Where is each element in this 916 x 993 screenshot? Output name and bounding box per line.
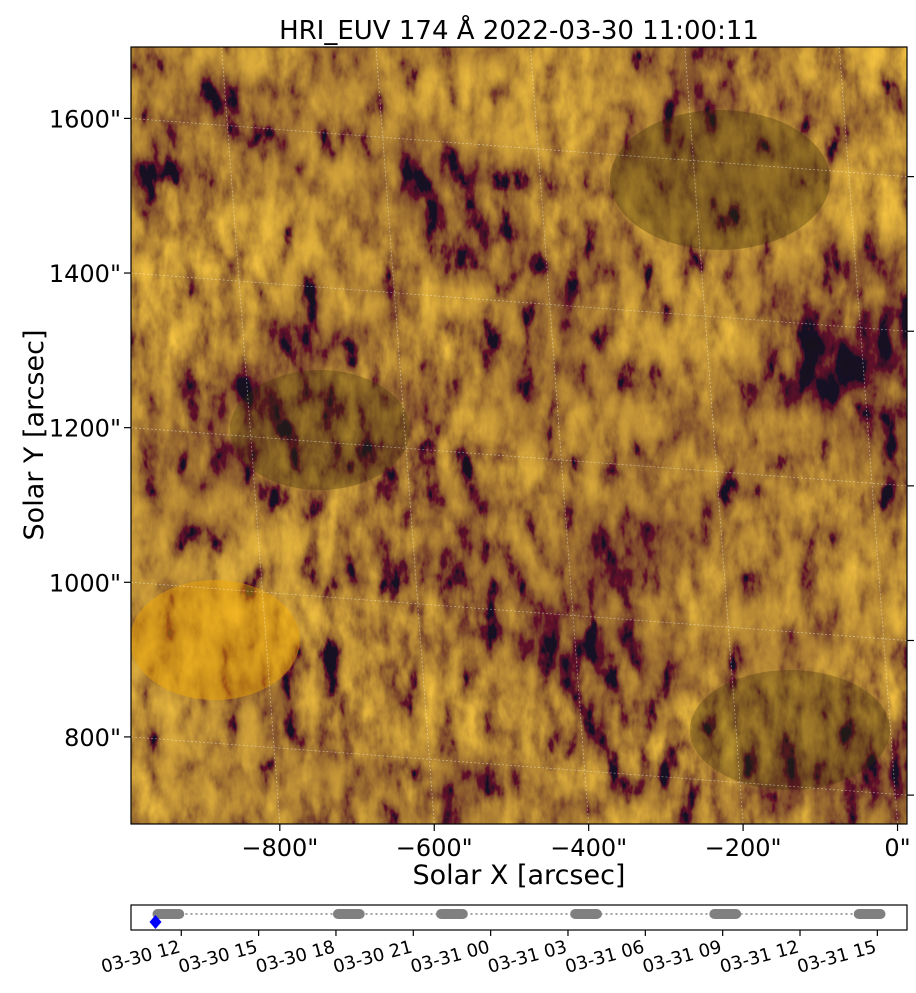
x-tick-label: −600" [396, 834, 473, 862]
timeline-tick-label: 03-30 15 [176, 937, 260, 978]
timeline-frame [130, 904, 908, 931]
map-frame [130, 46, 908, 825]
dark-region [610, 110, 830, 250]
current-frame-marker [149, 915, 162, 929]
timeline-tick-label: 03-31 03 [486, 937, 570, 978]
map-title: HRI_EUV 174 Å 2022-03-30 11:00:11 [279, 14, 759, 46]
map-ticks: −800" −600" −400" −200" 0" 800" 1000" 1200" 1400… [49, 105, 914, 862]
y-gridline [131, 272, 907, 332]
dark-region [230, 370, 410, 490]
y-axis-label: Solar Y [arcsec] [19, 330, 50, 541]
x-gridline [684, 47, 744, 824]
timeline-tick-label: 03-31 09 [640, 937, 724, 978]
y-gridline [131, 118, 907, 178]
observation-block [570, 909, 602, 919]
y-tick-label: 1200" [49, 415, 121, 443]
timeline-tick-label: 03-31 12 [718, 937, 802, 978]
timeline-tick-label: 03-30 12 [99, 937, 183, 978]
y-gridline [131, 581, 907, 641]
x-gridline [530, 47, 590, 824]
timeline-tick-label: 03-31 00 [408, 937, 492, 978]
y-tick-label: 1400" [49, 260, 121, 288]
y-tick-label: 1600" [49, 105, 121, 133]
coordinate-grid [131, 47, 907, 824]
y-gridline [131, 427, 907, 487]
x-tick-label: −800" [241, 834, 318, 862]
observation-block [332, 909, 365, 919]
timeline-tick-label: 03-30 18 [254, 937, 338, 978]
x-axis-label: Solar X [arcsec] [413, 860, 626, 891]
y-tick-label: 1000" [49, 569, 121, 597]
x-tick-label: −200" [705, 834, 782, 862]
x-gridline [838, 47, 898, 824]
x-tick-label: 0" [884, 834, 910, 862]
timeline-tick-label: 03-31 06 [563, 937, 647, 978]
x-gridline [221, 47, 281, 824]
timeline-tick-label: 03-31 15 [795, 937, 879, 978]
y-tick-label: 800" [64, 724, 121, 752]
observation-block [709, 909, 742, 919]
x-gridline [375, 47, 435, 824]
map-texture [131, 47, 907, 824]
bright-loop-region [131, 580, 300, 700]
observation-block [853, 909, 886, 919]
timeline-tick-label: 03-30 21 [331, 937, 415, 978]
y-gridline [131, 736, 907, 796]
solar-map [131, 47, 907, 824]
observation-block [436, 909, 468, 919]
dark-region [690, 670, 890, 790]
x-tick-label: −400" [550, 834, 627, 862]
observation-block [152, 909, 185, 919]
